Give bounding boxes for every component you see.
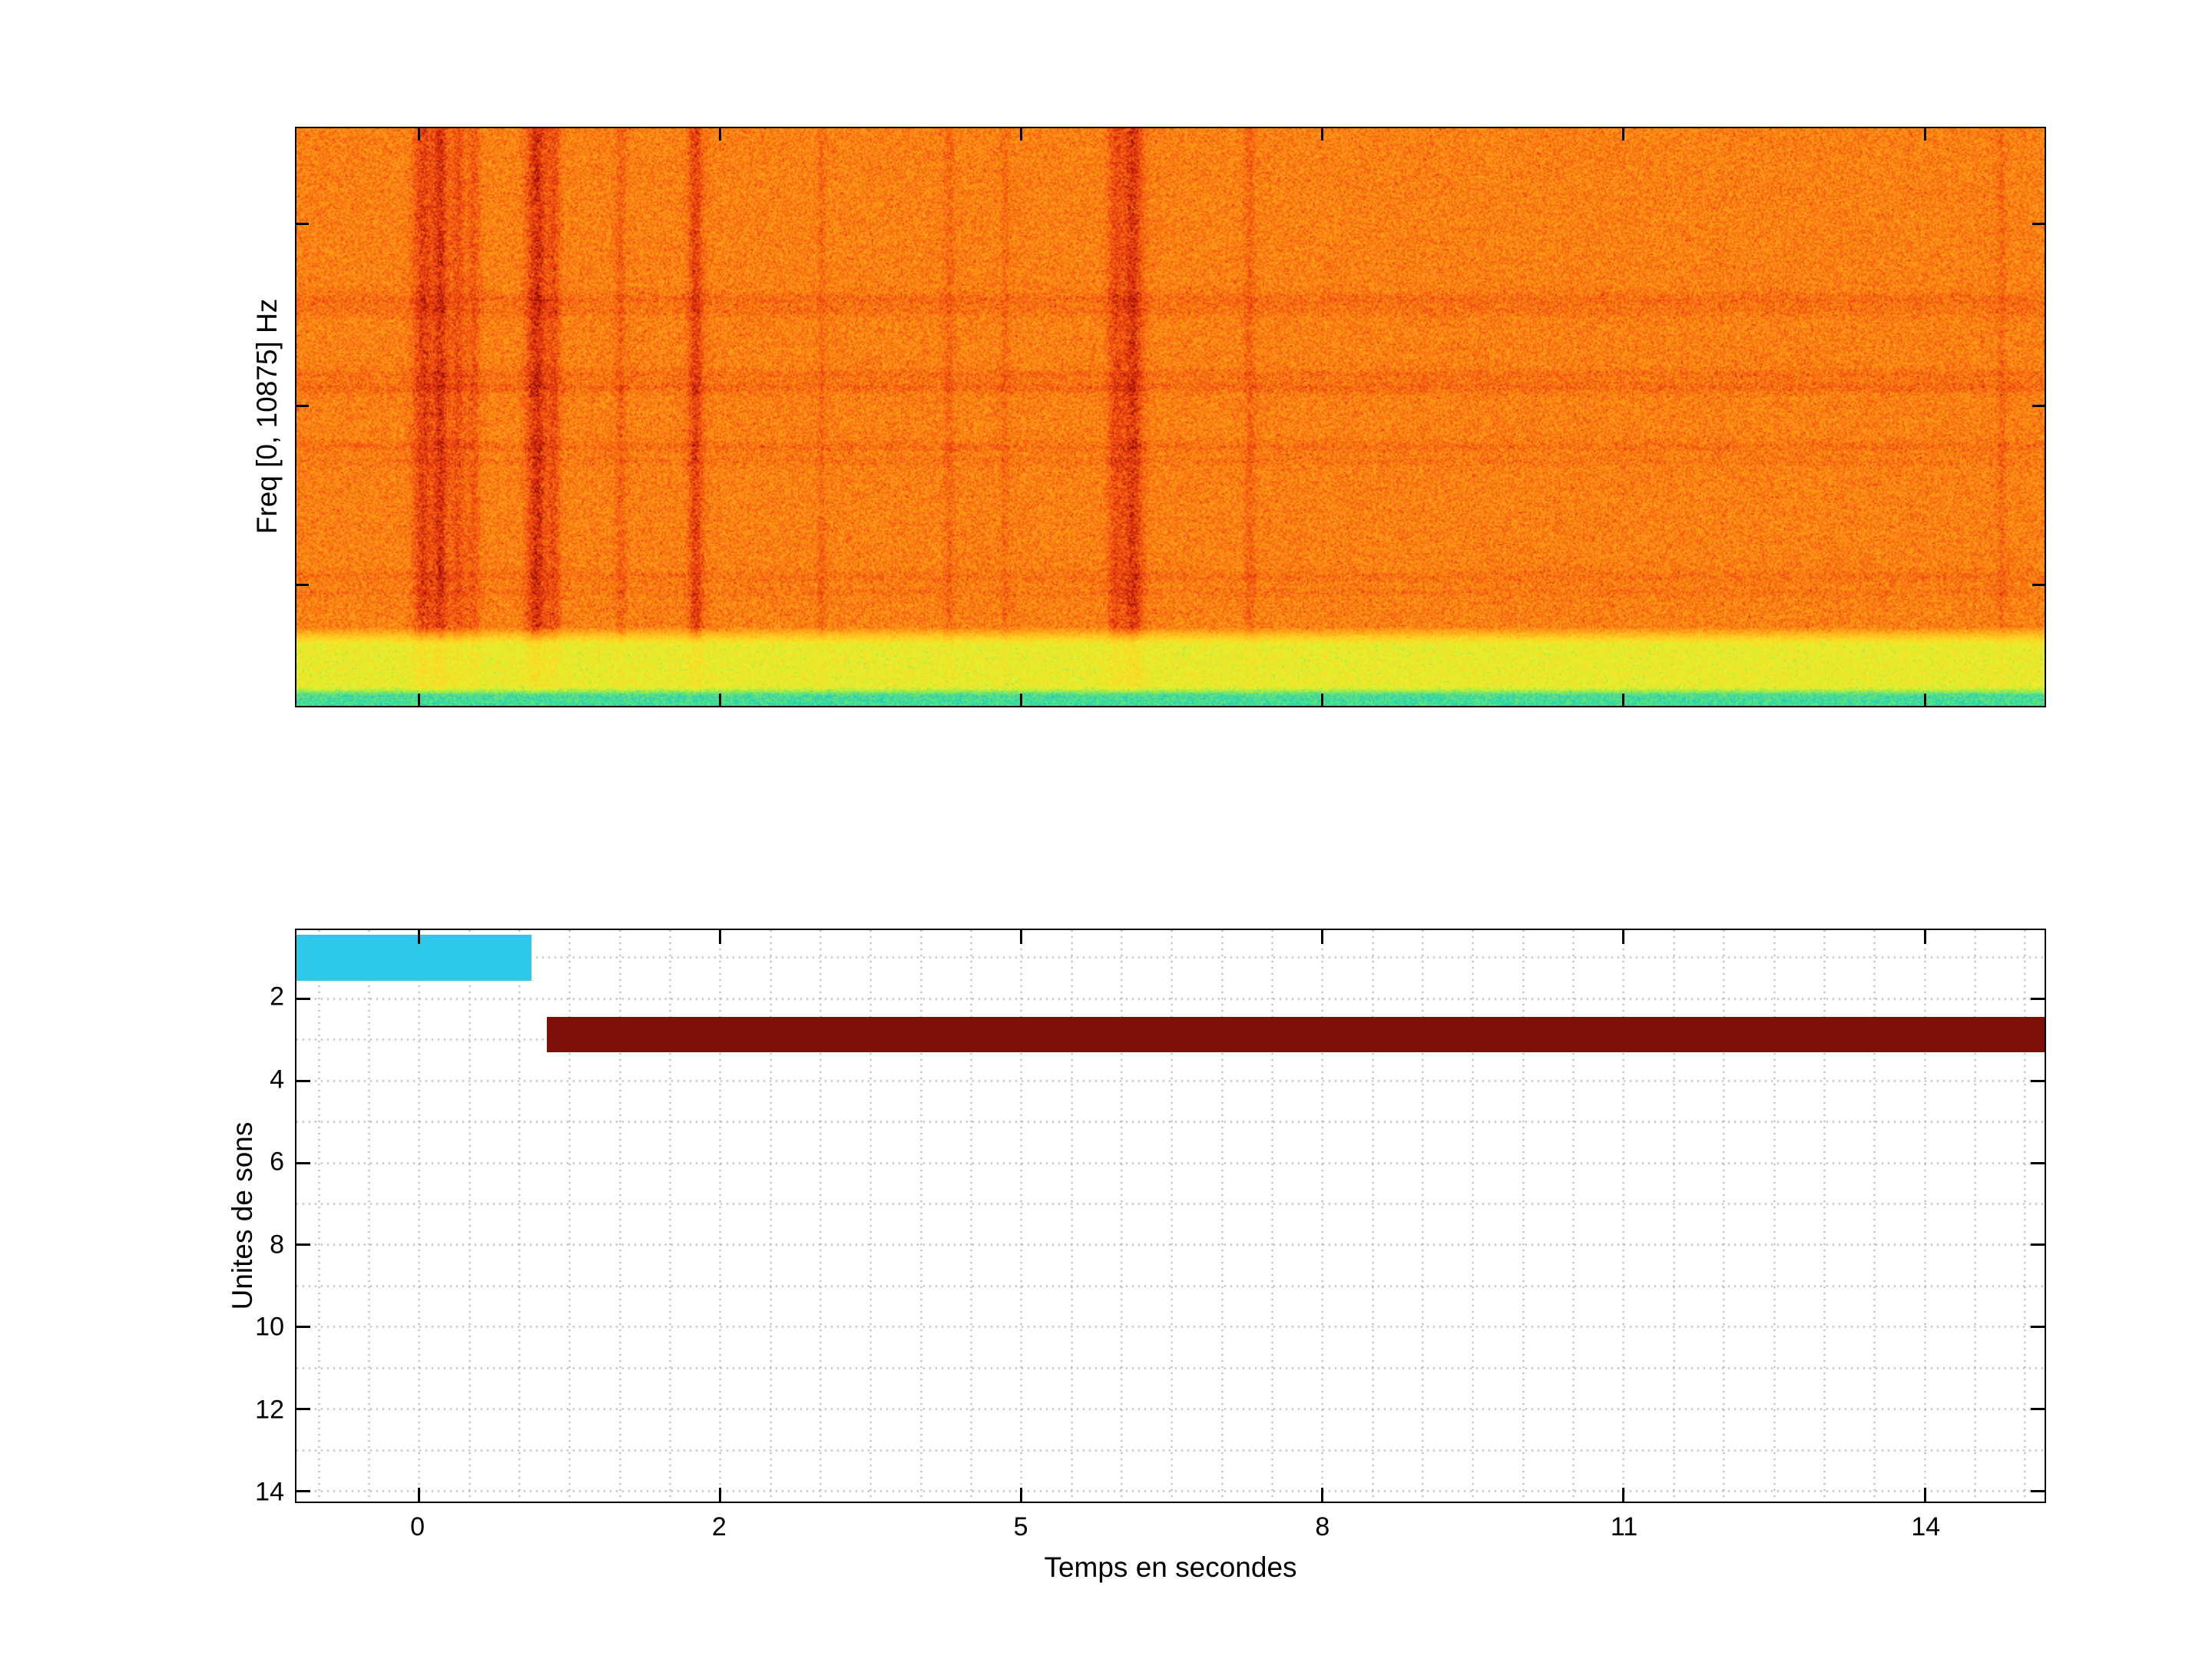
tick-mark <box>719 930 722 944</box>
y-tick-label-14: 14 <box>255 1477 284 1507</box>
x-tick-label-0: 0 <box>410 1512 426 1541</box>
tick-mark <box>719 694 722 706</box>
tick-mark <box>1622 128 1625 141</box>
tick-mark <box>2032 584 2045 587</box>
y-tick-label-10: 10 <box>255 1312 284 1342</box>
spectrogram-ylabel: Freq [0, 10875] Hz <box>251 298 283 535</box>
tick-mark <box>296 1326 310 1329</box>
tick-mark <box>418 930 421 944</box>
x-tick-label-14: 14 <box>1911 1512 1941 1541</box>
spectrogram-image <box>296 128 2045 706</box>
tick-mark <box>296 404 309 407</box>
sound-unit-3-bar <box>546 1016 2045 1053</box>
tick-mark <box>719 1488 722 1502</box>
tick-mark <box>2031 1408 2045 1411</box>
tick-mark <box>2032 404 2045 407</box>
x-tick-label-8: 8 <box>1315 1512 1330 1541</box>
y-tick-label-2: 2 <box>270 982 284 1012</box>
tick-mark <box>296 997 310 1000</box>
tick-mark <box>1321 694 1324 706</box>
grid-lines <box>296 930 2045 1502</box>
tick-mark <box>1321 930 1324 944</box>
tick-mark <box>2031 1490 2045 1493</box>
sound-units-plot <box>295 929 2046 1503</box>
tick-mark <box>296 1161 310 1164</box>
tick-mark <box>1020 128 1023 141</box>
x-tick-label-2: 2 <box>711 1512 727 1541</box>
tick-mark <box>1622 1488 1625 1502</box>
y-tick-label-6: 6 <box>270 1147 284 1177</box>
tick-mark <box>296 223 309 226</box>
tick-mark <box>1923 128 1926 141</box>
tick-mark <box>418 128 421 141</box>
y-tick-label-4: 4 <box>270 1065 284 1094</box>
tick-mark <box>296 584 309 587</box>
tick-mark <box>1020 694 1023 706</box>
spectrogram-plot <box>295 127 2046 707</box>
tick-mark <box>1020 930 1023 944</box>
tick-mark <box>296 1490 310 1493</box>
x-tick-label-5: 5 <box>1013 1512 1028 1541</box>
tick-mark <box>2031 1326 2045 1329</box>
tick-mark <box>296 1408 310 1411</box>
tick-mark <box>418 694 421 706</box>
tick-mark <box>2032 223 2045 226</box>
sound-unit-1-bar <box>296 934 532 981</box>
tick-mark <box>1622 694 1625 706</box>
tick-mark <box>1020 1488 1023 1502</box>
tick-mark <box>418 1488 421 1502</box>
tick-mark <box>719 128 722 141</box>
tick-mark <box>1321 1488 1324 1502</box>
y-tick-label-8: 8 <box>270 1230 284 1260</box>
tick-mark <box>2031 1161 2045 1164</box>
tick-mark <box>2031 1243 2045 1247</box>
tick-mark <box>1622 930 1625 944</box>
tick-mark <box>2031 997 2045 1000</box>
x-tick-label-11: 11 <box>1610 1512 1638 1541</box>
tick-mark <box>296 1079 310 1082</box>
tick-mark <box>2031 1079 2045 1082</box>
y-tick-label-12: 12 <box>255 1395 284 1425</box>
time-xlabel: Temps en secondes <box>1044 1551 1297 1583</box>
sound-units-ylabel: Unites de sons <box>227 1121 258 1310</box>
tick-mark <box>1321 128 1324 141</box>
tick-mark <box>1923 1488 1926 1502</box>
tick-mark <box>1923 694 1926 706</box>
tick-mark <box>1923 930 1926 944</box>
tick-mark <box>296 1243 310 1247</box>
